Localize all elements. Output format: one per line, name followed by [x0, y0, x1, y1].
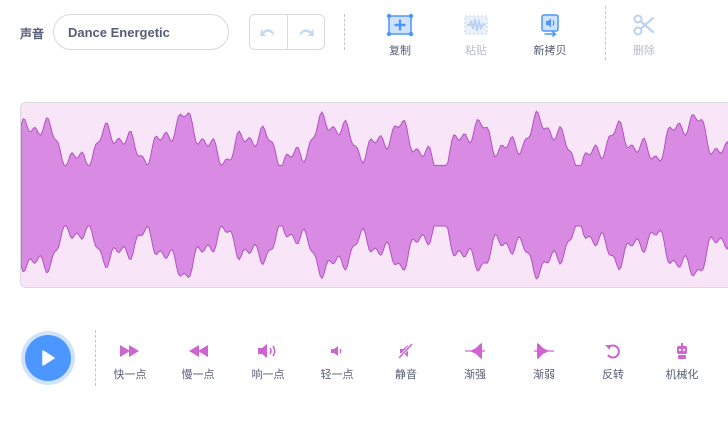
effect-reverse-button[interactable]: 反转 — [583, 342, 643, 382]
toolbar-divider — [605, 6, 606, 60]
effect-louder-button[interactable]: 响一点 — [238, 342, 298, 382]
copy-to-new-label: 新拷贝 — [533, 44, 567, 57]
faster-icon — [120, 345, 139, 357]
copy-button[interactable]: 复制 — [370, 12, 430, 58]
redo-button[interactable] — [286, 15, 325, 49]
effect-fade-in-button[interactable]: 渐强 — [445, 342, 505, 382]
effect-label: 反转 — [602, 368, 624, 381]
effect-robot-button[interactable]: 机械化 — [652, 342, 712, 382]
effect-label: 慢一点 — [181, 368, 215, 381]
effect-label: 轻一点 — [320, 368, 354, 381]
mute-icon — [397, 342, 414, 360]
slower-icon — [189, 345, 208, 357]
effect-label: 响一点 — [251, 368, 285, 381]
copy-icon — [386, 13, 414, 37]
scissors-icon — [633, 14, 655, 36]
undo-redo-group — [249, 14, 325, 50]
effect-softer-button[interactable]: 轻一点 — [307, 342, 367, 382]
reverse-icon — [605, 344, 620, 359]
copy-to-new-icon — [541, 14, 559, 37]
effect-mute-button[interactable]: 静音 — [376, 342, 436, 382]
sound-name-input[interactable] — [53, 14, 229, 50]
waveform-editor[interactable] — [20, 102, 728, 288]
undo-button[interactable] — [250, 15, 287, 49]
paste-button[interactable]: 粘贴 — [446, 12, 506, 58]
play-button[interactable] — [25, 335, 71, 381]
redo-icon — [299, 29, 314, 36]
toolbar-divider — [344, 14, 345, 50]
paste-label: 粘贴 — [465, 44, 487, 57]
play-icon — [42, 350, 55, 366]
effect-fade-out-button[interactable]: 渐弱 — [514, 342, 574, 382]
softer-icon — [331, 346, 342, 356]
effect-label: 渐弱 — [533, 368, 555, 381]
effect-label: 机械化 — [665, 368, 699, 381]
copy-label: 复制 — [389, 44, 411, 57]
delete-button[interactable]: 删除 — [614, 12, 674, 58]
effect-label: 静音 — [395, 368, 417, 381]
effect-label: 快一点 — [113, 368, 147, 381]
sound-label: 声音 — [20, 27, 45, 41]
louder-icon — [258, 344, 276, 358]
fade-out-icon — [534, 343, 554, 359]
effects-divider — [95, 330, 96, 386]
effect-label: 渐强 — [464, 368, 486, 381]
robot-icon — [677, 343, 687, 359]
delete-label: 删除 — [633, 44, 655, 57]
effect-slower-button[interactable]: 慢一点 — [168, 342, 228, 382]
undo-icon — [260, 29, 275, 36]
copy-to-new-button[interactable]: 新拷贝 — [520, 12, 580, 58]
waveform-graph — [21, 110, 728, 280]
paste-icon — [464, 15, 488, 35]
fade-in-icon — [465, 343, 485, 359]
effect-faster-button[interactable]: 快一点 — [100, 342, 160, 382]
